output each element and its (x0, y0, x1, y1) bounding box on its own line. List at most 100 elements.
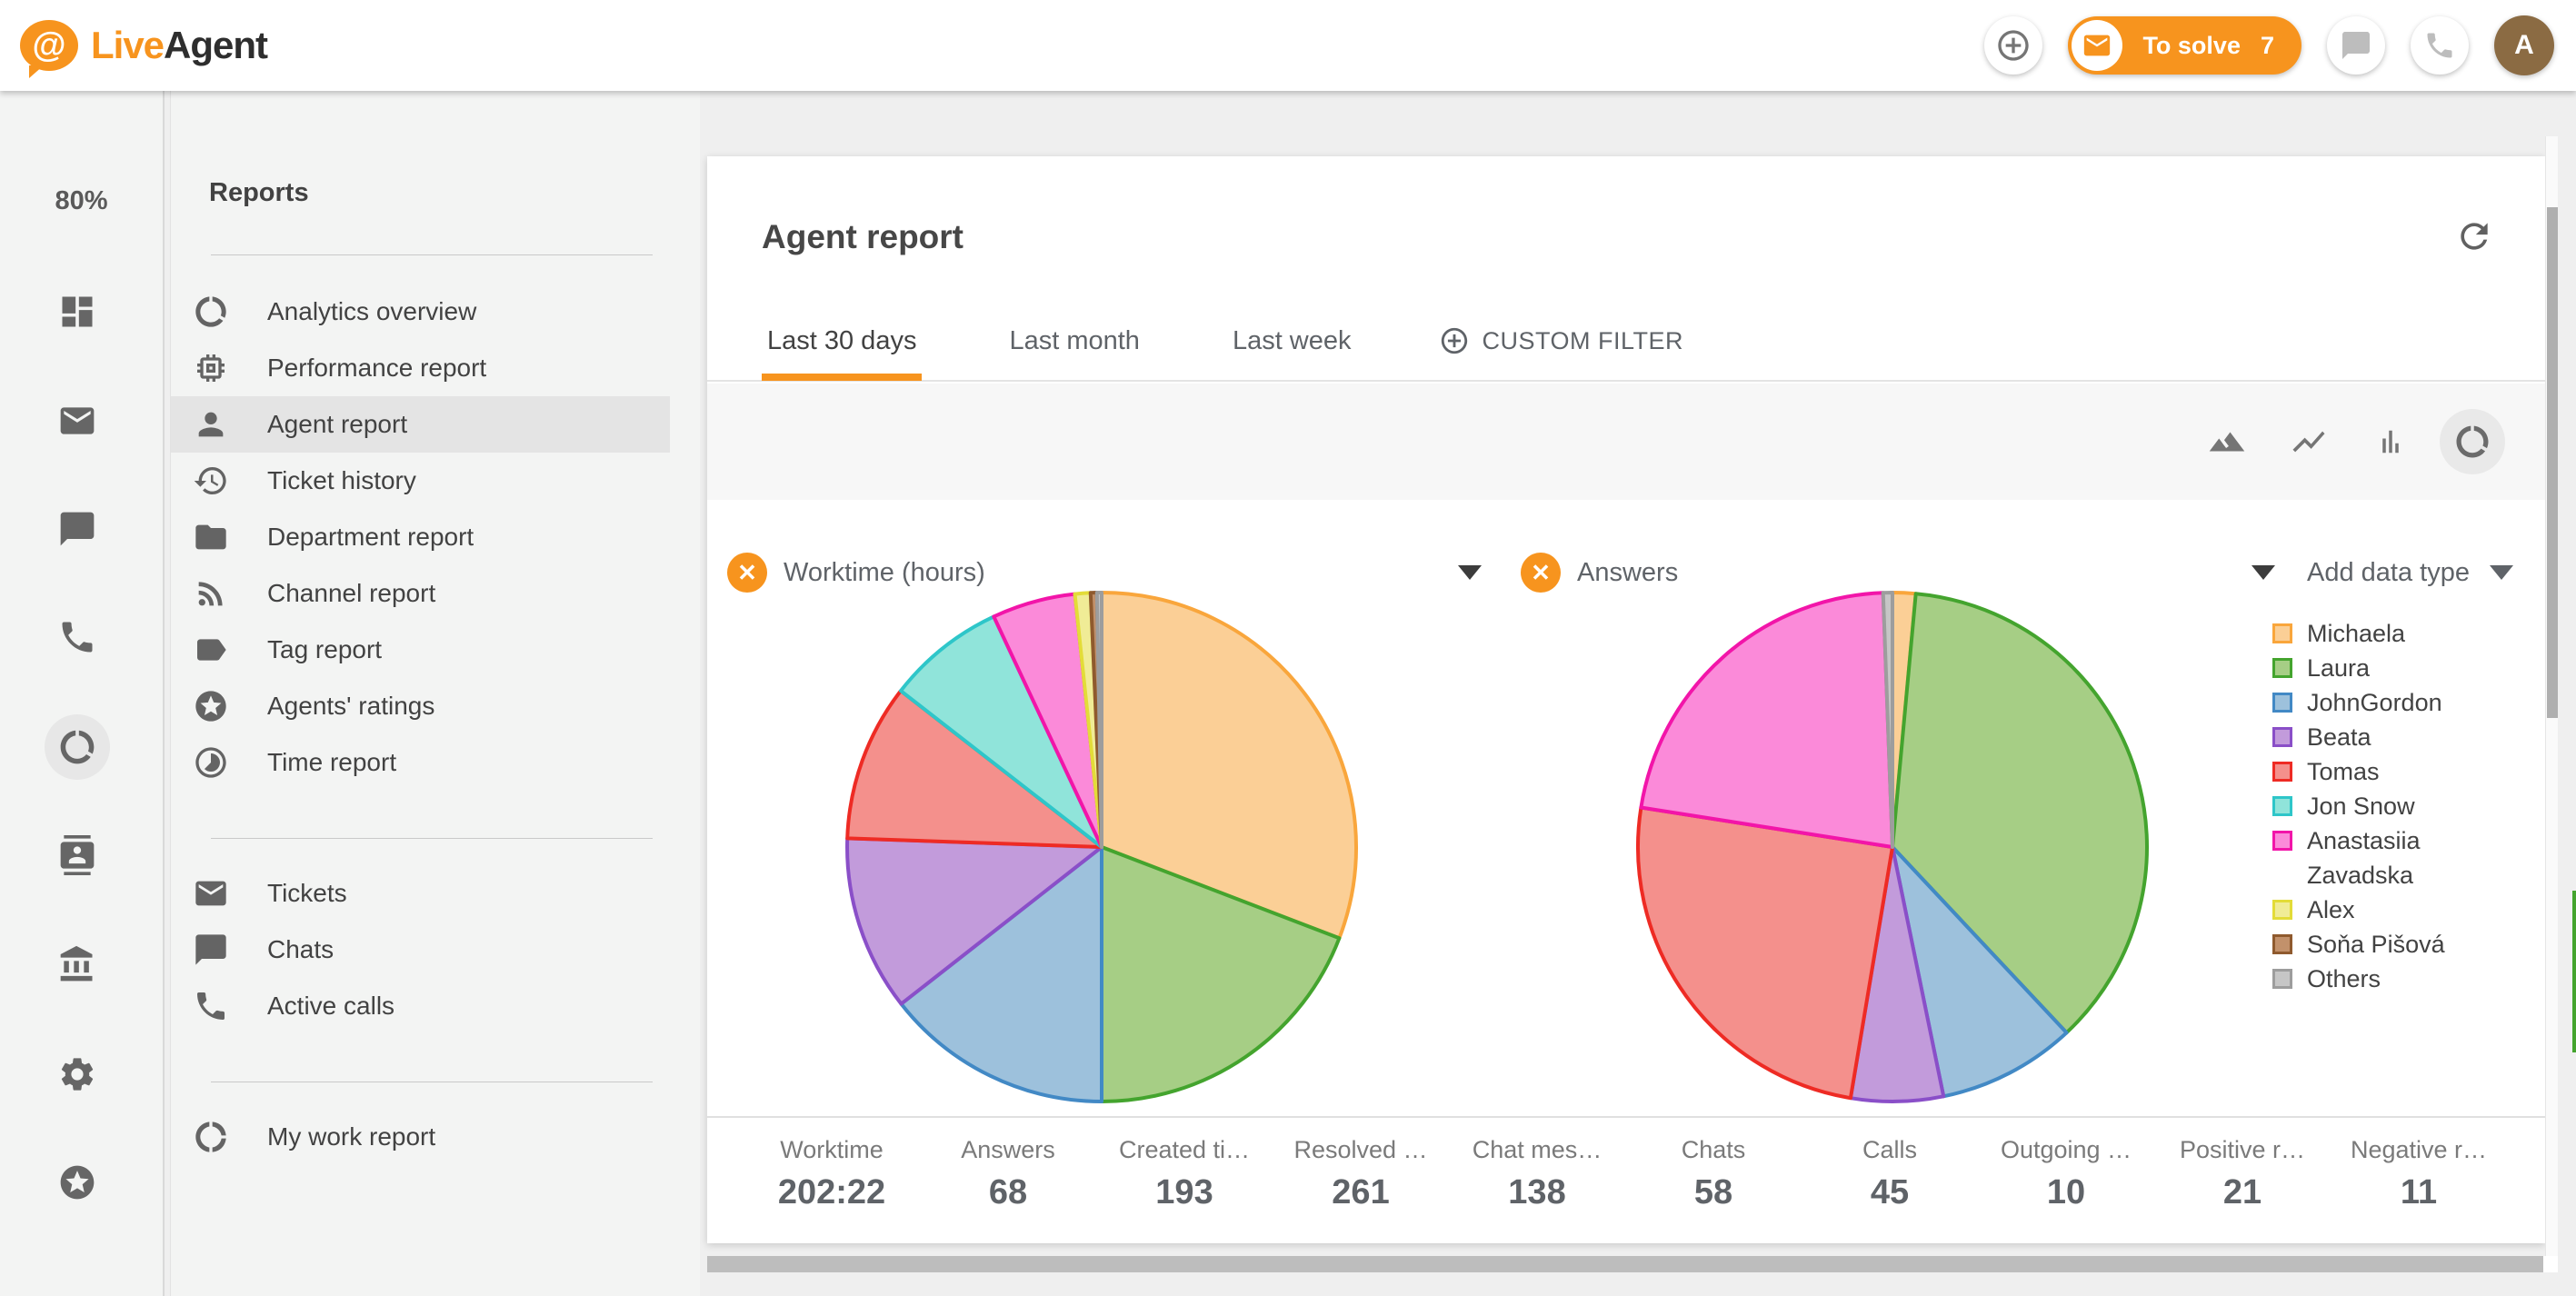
menu-item-department-report[interactable]: Department report (171, 509, 670, 565)
horizontal-scrollbar-thumb[interactable] (707, 1256, 2543, 1272)
add-button[interactable] (1984, 16, 2043, 75)
menu-item-my-work-report[interactable]: My work report (171, 1109, 670, 1165)
refresh-icon (2454, 216, 2494, 256)
area-chart-button[interactable] (2194, 409, 2260, 474)
pie-slice-others[interactable] (1094, 590, 1103, 849)
bar-chart-button[interactable] (2358, 409, 2423, 474)
rail-item-upgrade[interactable] (45, 1150, 110, 1215)
area-chart-icon (2208, 423, 2246, 461)
remove-series-icon[interactable]: ✕ (727, 553, 767, 593)
user-avatar[interactable]: A (2494, 15, 2554, 75)
stat-label: Created ti… (1118, 1136, 1251, 1163)
pie-slice-others[interactable] (1881, 591, 1894, 849)
add-data-type-dropdown[interactable]: Add data type (2307, 547, 2513, 598)
pie-slice-johngordon[interactable] (899, 845, 1103, 1103)
menu-item-label: Active calls (267, 992, 395, 1020)
vertical-scrollbar-thumb[interactable] (2547, 207, 2558, 718)
horizontal-scrollbar[interactable] (707, 1256, 2558, 1272)
rail-item-company[interactable] (45, 932, 110, 997)
stat-negative-ratings: Negative r… 11 (2331, 1118, 2507, 1243)
legend-item-tomas[interactable]: Tomas (2272, 754, 2534, 789)
chevron-down-icon[interactable] (1458, 565, 1482, 580)
report-card: Agent report Last 30 days Last month Las… (707, 156, 2545, 1243)
menu-item-tag-report[interactable]: Tag report (171, 622, 670, 678)
custom-filter-button[interactable]: CUSTOM FILTER (1439, 301, 1684, 381)
chart-legend: Michaela Laura JohnGordon Beata Tomas Jo… (2272, 616, 2534, 996)
pie-slice-tomas[interactable] (845, 689, 1103, 849)
rail-item-chats[interactable] (45, 496, 110, 562)
pie-chart-button[interactable] (2440, 409, 2505, 474)
menu-item-label: Tag report (267, 635, 383, 663)
rail-item-reports[interactable] (45, 714, 110, 780)
rail-item-tickets[interactable] (45, 388, 110, 454)
menu-item-ticket-history[interactable]: Ticket history (171, 453, 670, 509)
legend-label: Alex (2307, 896, 2355, 923)
legend-label: Others (2307, 965, 2381, 992)
vertical-scrollbar[interactable] (2545, 136, 2558, 1272)
mail-icon (57, 401, 97, 441)
stat-label: Negative r… (2350, 1136, 2488, 1163)
menu-item-chats[interactable]: Chats (171, 922, 670, 978)
stat-label: Resolved … (1293, 1136, 1428, 1163)
gear-icon (57, 1054, 97, 1094)
menu-item-performance-report[interactable]: Performance report (171, 340, 670, 396)
menu-item-label: Department report (267, 523, 474, 551)
rail-item-calls[interactable] (45, 604, 110, 670)
rail-item-settings[interactable] (45, 1042, 110, 1107)
answers-pie-chart[interactable] (1620, 574, 2165, 1120)
data-usage-icon (193, 294, 229, 330)
to-solve-button[interactable]: To solve 7 (2068, 16, 2301, 75)
menu-item-time-report[interactable]: Time report (171, 734, 670, 791)
answers-series-chip: ✕ Answers (1521, 547, 2275, 598)
worktime-pie-chart[interactable] (829, 574, 1374, 1120)
line-chart-button[interactable] (2276, 409, 2341, 474)
legend-item-johngordon[interactable]: JohnGordon (2272, 685, 2534, 720)
person-icon (193, 406, 229, 443)
pie-slice-jon-snow[interactable] (899, 614, 1103, 849)
chats-header-button[interactable] (2327, 16, 2385, 75)
menu-item-agent-report[interactable]: Agent report (171, 396, 670, 453)
tab-last-month[interactable]: Last month (1003, 301, 1144, 381)
stat-worktime: Worktime 202:22 (744, 1118, 920, 1243)
pie-slice-laura[interactable] (1891, 592, 2149, 1035)
tab-last-30-days[interactable]: Last 30 days (762, 301, 923, 381)
legend-item-laura[interactable]: Laura (2272, 651, 2534, 685)
legend-item-sona-pisova[interactable]: Soňa Pišová (2272, 927, 2534, 962)
legend-label: Michaela (2307, 620, 2406, 647)
timelapse-icon (193, 744, 229, 781)
rail-divider-inner (170, 91, 171, 1296)
legend-item-anastasiia-zavadska[interactable]: Anastasiia Zavadska (2272, 823, 2534, 892)
logo-live: Live (91, 24, 165, 66)
plus-circle-icon (1439, 325, 1470, 356)
menu-item-label: Time report (267, 748, 397, 776)
legend-item-alex[interactable]: Alex (2272, 892, 2534, 927)
pie-slice-laura[interactable] (1100, 845, 1342, 1103)
menu-item-active-calls[interactable]: Active calls (171, 978, 670, 1034)
legend-item-others[interactable]: Others (2272, 962, 2534, 996)
menu-item-label: Channel report (267, 579, 436, 607)
legend-item-beata[interactable]: Beata (2272, 720, 2534, 754)
rail-item-dashboard[interactable] (45, 279, 110, 344)
tab-last-week[interactable]: Last week (1227, 301, 1357, 381)
history-icon (193, 463, 229, 499)
refresh-button[interactable] (2447, 209, 2501, 264)
pie-slice-tomas[interactable] (1636, 805, 1894, 1101)
menu-item-channel-report[interactable]: Channel report (171, 565, 670, 622)
remove-series-icon[interactable]: ✕ (1521, 553, 1561, 593)
stat-chat-messages: Chat mes… 138 (1449, 1118, 1625, 1243)
bank-icon (57, 944, 97, 984)
pie-slice-michaela[interactable] (1100, 591, 1358, 941)
pie-slice-anastasiia-zavadska[interactable] (1639, 591, 1894, 849)
menu-item-agents-ratings[interactable]: Agents' ratings (171, 678, 670, 734)
legend-item-jon-snow[interactable]: Jon Snow (2272, 789, 2534, 823)
menu-item-analytics-overview[interactable]: Analytics overview (171, 284, 670, 340)
pie-slice-johngordon[interactable] (1891, 845, 2069, 1099)
chat-bubble-icon (57, 509, 97, 549)
pie-slice-beata[interactable] (845, 836, 1103, 1006)
chevron-down-icon[interactable] (2252, 565, 2275, 580)
menu-item-tickets[interactable]: Tickets (171, 865, 670, 922)
legend-item-michaela[interactable]: Michaela (2272, 616, 2534, 651)
scrollbar-corner (2543, 1256, 2558, 1272)
calls-header-button[interactable] (2411, 16, 2469, 75)
rail-item-customers[interactable] (45, 822, 110, 888)
